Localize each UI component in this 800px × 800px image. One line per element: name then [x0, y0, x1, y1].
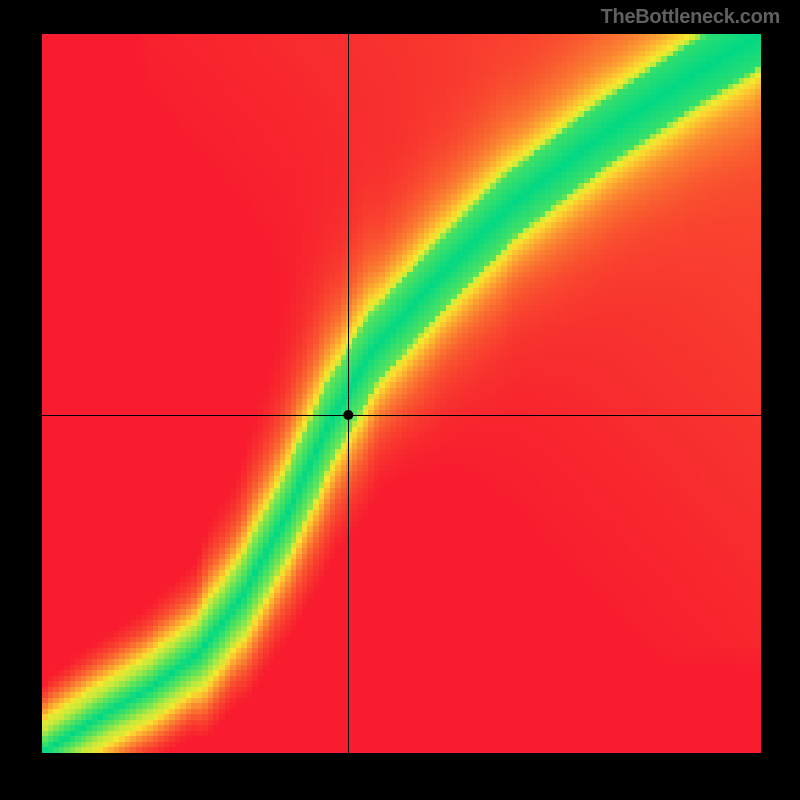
heatmap-canvas [42, 34, 761, 753]
chart-container: TheBottleneck.com [0, 0, 800, 800]
heatmap-plot [42, 34, 761, 753]
watermark-text: TheBottleneck.com [601, 6, 780, 29]
